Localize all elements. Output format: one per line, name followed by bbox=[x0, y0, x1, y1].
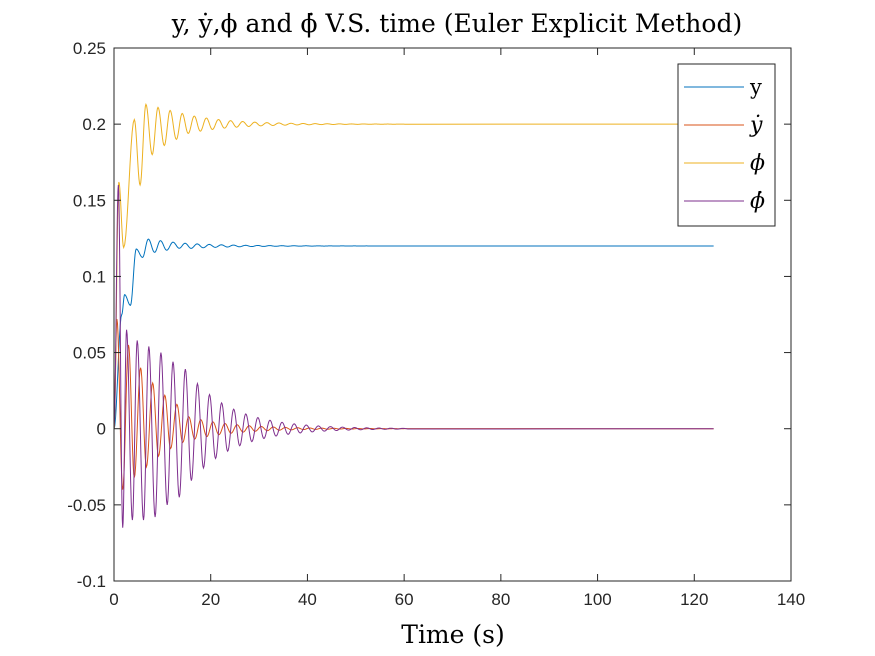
y-tick-label: 0.25 bbox=[73, 39, 106, 58]
series-line-3 bbox=[113, 102, 714, 429]
x-tick-label: 40 bbox=[298, 590, 317, 609]
x-tick-label: 0 bbox=[109, 590, 118, 609]
legend-label-1: y bbox=[749, 75, 762, 99]
series-line-4 bbox=[113, 185, 714, 528]
legend-label-3: ϕ bbox=[750, 151, 765, 176]
chart-title: y, ẏ,ϕ and ϕ̇ V.S. time (Euler Explicit … bbox=[171, 9, 742, 38]
x-tick-label: 60 bbox=[395, 590, 414, 609]
legend-entries: yẏϕ ϕ̇ bbox=[684, 75, 765, 214]
y-tick-label: 0.15 bbox=[73, 191, 106, 210]
x-tick-label: 140 bbox=[777, 590, 805, 609]
y-tick-label: -0.05 bbox=[67, 496, 106, 515]
legend-label-2: ẏ bbox=[749, 113, 763, 138]
x-tick-label: 20 bbox=[201, 590, 220, 609]
series-line-1 bbox=[113, 238, 714, 429]
y-tick-label: 0.2 bbox=[82, 115, 106, 134]
series-layer bbox=[113, 102, 714, 528]
legend-box bbox=[677, 63, 776, 227]
y-tick-label: 0 bbox=[97, 420, 106, 439]
x-tick-label: 120 bbox=[680, 590, 708, 609]
x-tick-label: 80 bbox=[491, 590, 510, 609]
x-axis-label: Time (s) bbox=[401, 620, 504, 649]
legend-label-4: ϕ̇ bbox=[750, 189, 765, 214]
x-tick-label: 100 bbox=[583, 590, 611, 609]
legend: yẏϕ ϕ̇ bbox=[677, 63, 776, 227]
axes-box bbox=[113, 47, 792, 582]
ticks-layer: 0 20 40 60 80 100 120 140 -0.1 -0.05 0 0.05 0.1 0.15 0… bbox=[67, 39, 805, 609]
y-tick-label: 0.1 bbox=[82, 267, 106, 286]
y-tick-label: 0.05 bbox=[73, 344, 106, 363]
y-tick-label: -0.1 bbox=[77, 572, 106, 591]
